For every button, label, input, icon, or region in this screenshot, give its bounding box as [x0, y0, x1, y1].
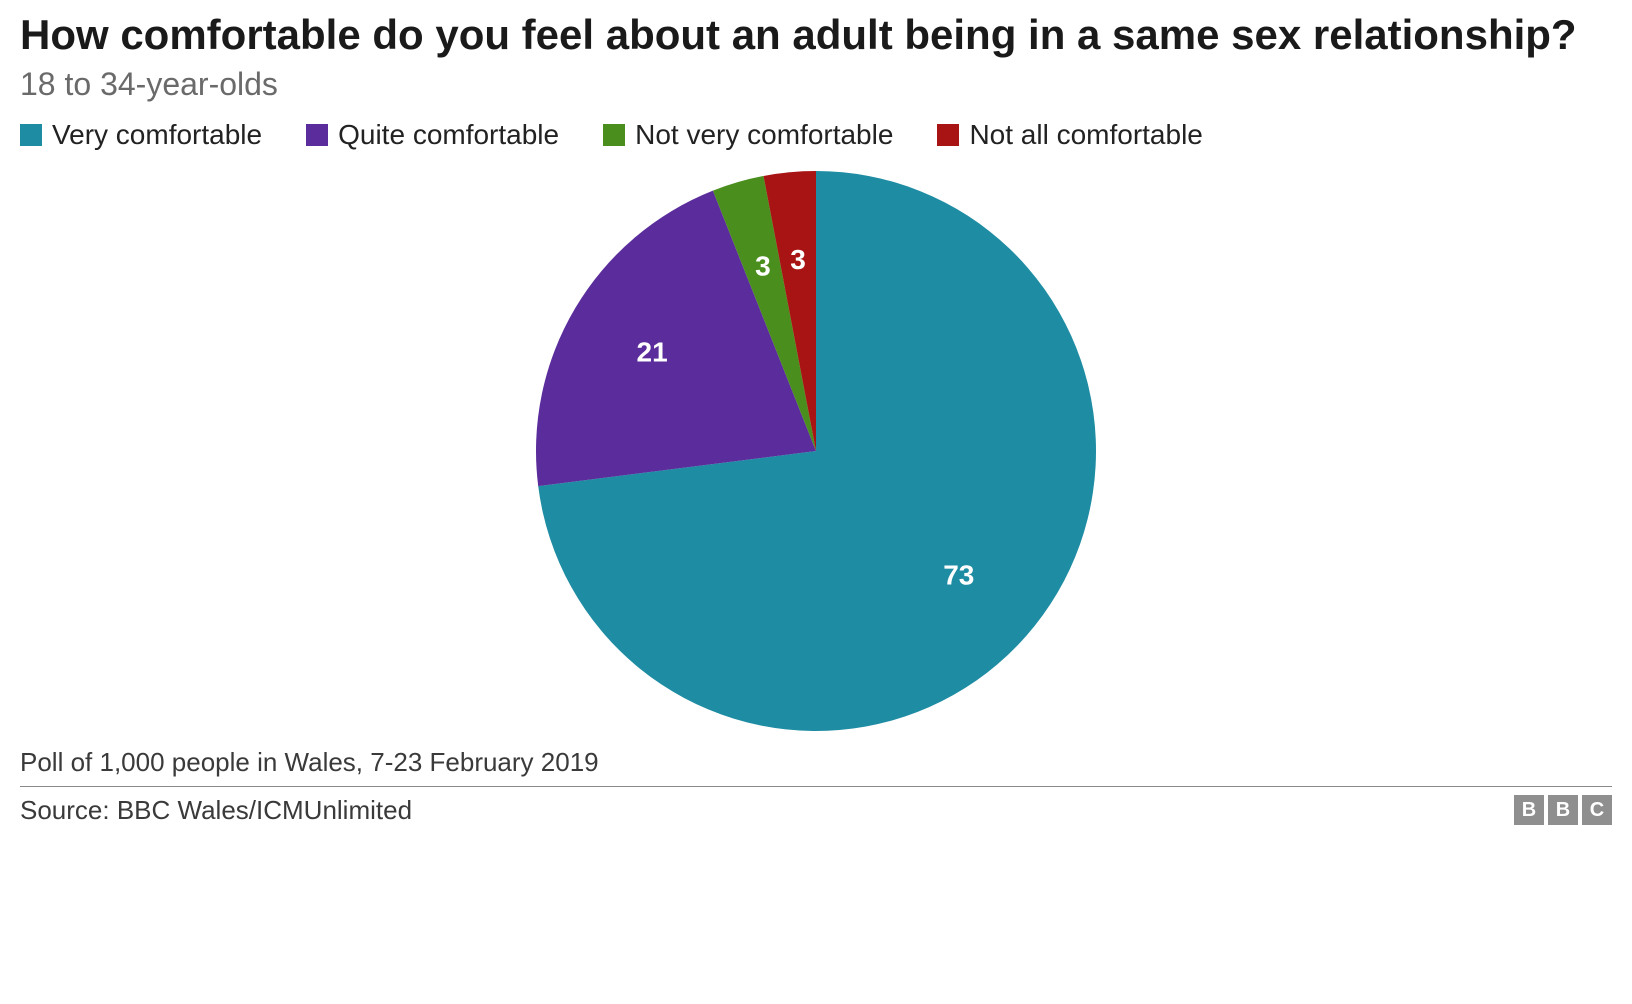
footnote: Poll of 1,000 people in Wales, 7-23 Febr…: [20, 747, 1612, 787]
pie-slice-label: 21: [637, 336, 668, 367]
pie-slice-label: 3: [790, 243, 806, 274]
bbc-logo-box: C: [1582, 795, 1612, 825]
chart-subtitle: 18 to 34-year-olds: [20, 66, 1612, 103]
chart-title: How comfortable do you feel about an adu…: [20, 10, 1612, 60]
bbc-logo-box: B: [1548, 795, 1578, 825]
legend-item: Very comfortable: [20, 119, 262, 151]
legend: Very comfortable Quite comfortable Not ver…: [20, 119, 1612, 151]
pie-chart: 73 21 33: [534, 169, 1098, 733]
legend-label: Not very comfortable: [635, 119, 893, 151]
legend-label: Quite comfortable: [338, 119, 559, 151]
pie-chart-container: 73 21 33: [20, 169, 1612, 733]
source-text: Source: BBC Wales/ICMUnlimited: [20, 795, 412, 826]
legend-item: Not very comfortable: [603, 119, 893, 151]
pie-slice-label: 3: [755, 250, 771, 281]
bbc-logo-box: B: [1514, 795, 1544, 825]
source-line: Source: BBC Wales/ICMUnlimited BBC: [20, 787, 1612, 826]
legend-swatch: [937, 124, 959, 146]
legend-item: Not all comfortable: [937, 119, 1202, 151]
pie-slice-label: 73: [943, 559, 974, 590]
legend-swatch: [20, 124, 42, 146]
legend-item: Quite comfortable: [306, 119, 559, 151]
legend-swatch: [603, 124, 625, 146]
legend-label: Very comfortable: [52, 119, 262, 151]
legend-swatch: [306, 124, 328, 146]
legend-label: Not all comfortable: [969, 119, 1202, 151]
bbc-logo: BBC: [1514, 795, 1612, 825]
